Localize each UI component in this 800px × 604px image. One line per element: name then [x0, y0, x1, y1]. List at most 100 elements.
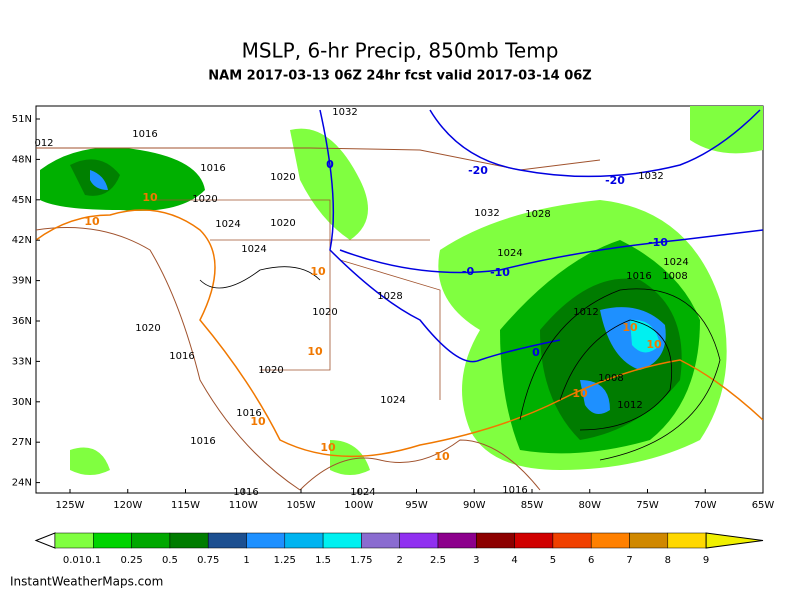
lat-label: 48N: [12, 154, 32, 165]
temp-label: 10: [434, 450, 450, 463]
temp-label: 10: [622, 321, 638, 334]
lon-label: 95W: [405, 500, 428, 511]
legend-right-arrow: [705, 532, 764, 549]
temp-label: 10: [142, 191, 158, 204]
legend-label: 0.01: [63, 555, 85, 566]
isobar-label: 1032: [638, 171, 663, 182]
legend-swatch: [169, 532, 209, 549]
legend-swatch: [284, 532, 324, 549]
legend-label: 1.75: [350, 555, 372, 566]
legend-label: 0.25: [120, 555, 142, 566]
lon-label: 70W: [694, 500, 717, 511]
isobar-label: 1012: [617, 400, 642, 411]
lon-label: 90W: [463, 500, 486, 511]
isobar-label: 1024: [241, 244, 266, 255]
isobar-label: 1032: [474, 208, 499, 219]
lon-label: 85W: [521, 500, 544, 511]
legend-swatch: [437, 532, 477, 549]
lat-label: 39N: [12, 276, 32, 287]
legend-label: 0.1: [85, 555, 101, 566]
lon-label: 80W: [578, 500, 601, 511]
lat-label: 42N: [12, 235, 32, 246]
credit: InstantWeatherMaps.com: [10, 575, 163, 589]
legend-swatch: [246, 532, 286, 549]
temp-label: -20: [468, 164, 488, 177]
isobar-label: 1028: [377, 291, 402, 302]
temp-label: 10: [646, 338, 662, 351]
temp-label: -10: [490, 266, 510, 279]
subtitle: NAM 2017-03-13 06Z 24hr fcst valid 2017-…: [208, 69, 591, 84]
temp-label: 10: [320, 441, 336, 454]
isobar-label: 1016: [626, 271, 651, 282]
temp-label: 10: [84, 215, 100, 228]
legend-swatch: [590, 532, 630, 549]
isobar-label: 1020: [258, 365, 283, 376]
legend-label: 2: [397, 555, 403, 566]
isobar-label: 1012: [573, 307, 598, 318]
legend-label: 5: [550, 555, 556, 566]
isobar-label: 1020: [270, 218, 295, 229]
lat-label: 27N: [12, 437, 32, 448]
temp-label: 0: [326, 158, 334, 171]
temp-label: 10: [572, 387, 588, 400]
title: MSLP, 6-hr Precip, 850mb Temp: [242, 39, 559, 63]
lon-label: 120W: [113, 500, 142, 511]
legend-swatch: [361, 532, 400, 549]
legend-swatch: [93, 532, 132, 549]
legend-swatch: [207, 532, 247, 549]
isobar-label: 1008: [662, 271, 687, 282]
legend-label: 2.5: [430, 555, 446, 566]
isobar-label: 1016: [190, 436, 215, 447]
isobar-label: 1016: [132, 129, 157, 140]
legend-swatch: [131, 532, 171, 549]
temp-label: -20: [605, 174, 625, 187]
temp-label: 10: [310, 265, 326, 278]
lon-label: 75W: [636, 500, 659, 511]
legend-swatch: [54, 532, 94, 549]
legend-left-arrow: [34, 532, 56, 549]
lat-label: 30N: [12, 397, 32, 408]
legend-label: 6: [588, 555, 594, 566]
temp-label: 0: [532, 346, 540, 359]
precip: [40, 106, 763, 475]
isobar-label: 1020: [270, 172, 295, 183]
isobar-label: 1024: [215, 219, 240, 230]
legend-label: 9: [703, 555, 709, 566]
legend-swatch: [399, 532, 439, 549]
isobar-label: 1020: [192, 194, 217, 205]
isobar-label: 1016: [233, 487, 258, 498]
isobar-label: 012: [34, 138, 53, 149]
temp-label: 10: [250, 415, 266, 428]
legend-label: 1.25: [274, 555, 296, 566]
isobar-label: 1024: [497, 248, 522, 259]
temp-label: 10: [307, 345, 323, 358]
axes: 51N 48N 45N 42N 39N 36N 33N 30N 27N 24N 125W 120W 11…: [12, 114, 775, 511]
isobar-label: 1024: [663, 257, 688, 268]
legend-label: 0.5: [162, 555, 178, 566]
lat-label: 45N: [12, 195, 32, 206]
map: 1032 1016 012 1016 1020 1020 1024 1020 1…: [34, 105, 764, 498]
isobar-label: 1020: [312, 307, 337, 318]
temp-label: -10: [648, 236, 668, 249]
temp-label: -0: [462, 265, 475, 278]
legend-swatch: [667, 532, 707, 549]
legend: 0.01 0.1 0.25 0.5 0.75 1 1.25 1.5 1.75 2 2.5 3 4 5 6 7 8…: [34, 532, 764, 566]
isobar-label: 1016: [502, 485, 527, 496]
legend-label: 8: [665, 555, 671, 566]
isobar-label: 1032: [332, 107, 357, 118]
lon-label: 115W: [171, 500, 200, 511]
lat-label: 24N: [12, 478, 32, 489]
lon-label: 100W: [344, 500, 373, 511]
isobar-label: 1016: [169, 351, 194, 362]
legend-label: 0.75: [197, 555, 219, 566]
legend-swatch: [514, 532, 554, 549]
isobar-label: 1024: [380, 395, 405, 406]
lat-label: 33N: [12, 356, 32, 367]
isobar-label: 1016: [200, 163, 225, 174]
legend-label: 7: [626, 555, 632, 566]
lat-label: 36N: [12, 316, 32, 327]
legend-swatch: [552, 532, 592, 549]
lon-label: 65W: [752, 500, 775, 511]
legend-swatch: [629, 532, 669, 549]
legend-label: 1: [243, 555, 249, 566]
